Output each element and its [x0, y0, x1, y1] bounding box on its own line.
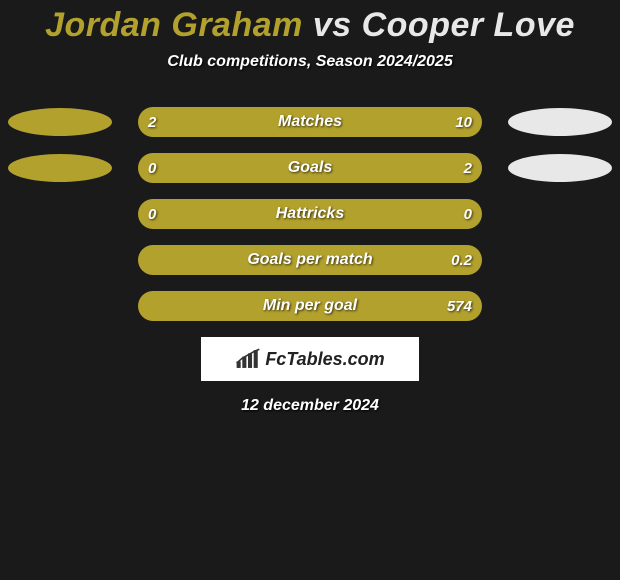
bar-left-fill	[138, 153, 482, 183]
stat-bar: 574Min per goal	[138, 291, 482, 321]
bar-left-fill	[138, 107, 482, 137]
player2-marker	[508, 108, 612, 136]
stat-row: 0.2Goals per match	[0, 245, 620, 275]
date-text: 12 december 2024	[0, 397, 620, 415]
brand-badge: FcTables.com	[201, 337, 419, 381]
page-title: Jordan Graham vs Cooper Love	[0, 0, 620, 45]
stat-row: 574Min per goal	[0, 291, 620, 321]
stat-bar: 0.2Goals per match	[138, 245, 482, 275]
subtitle: Club competitions, Season 2024/2025	[0, 53, 620, 71]
chart-icon	[235, 348, 261, 370]
title-player2: Cooper Love	[362, 6, 575, 44]
player1-marker	[8, 154, 112, 182]
stat-bar: 00Hattricks	[138, 199, 482, 229]
stat-row: 02Goals	[0, 153, 620, 183]
stat-rows-container: 210Matches 02Goals 00Hattricks 0.2Goals per…	[0, 107, 620, 321]
title-player1: Jordan Graham	[45, 6, 303, 44]
brand-text: FcTables.com	[265, 349, 384, 370]
stat-bar: 02Goals	[138, 153, 482, 183]
bar-left-fill	[138, 199, 482, 229]
player1-marker	[8, 108, 112, 136]
stat-bar: 210Matches	[138, 107, 482, 137]
title-vs: vs	[303, 6, 362, 44]
player2-marker	[508, 154, 612, 182]
bar-left-fill	[138, 291, 482, 321]
stat-row: 210Matches	[0, 107, 620, 137]
comparison-infographic: Jordan Graham vs Cooper Love Club compet…	[0, 0, 620, 580]
stat-row: 00Hattricks	[0, 199, 620, 229]
bar-left-fill	[138, 245, 482, 275]
